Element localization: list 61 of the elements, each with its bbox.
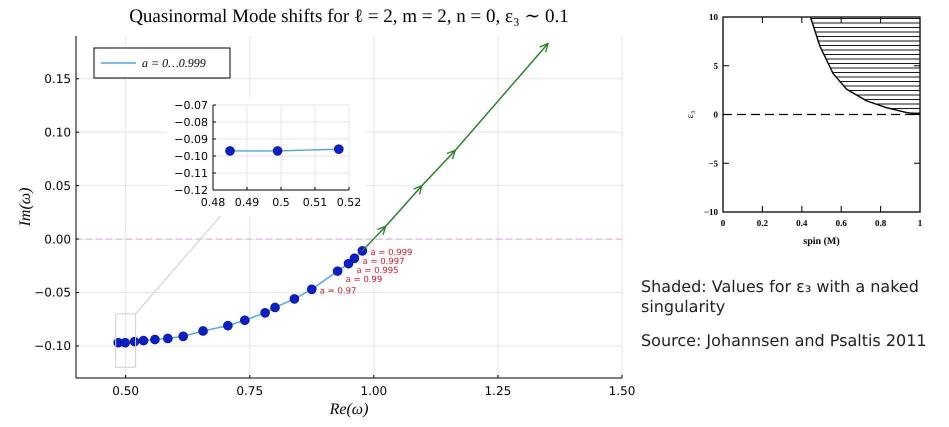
chart-title: Quasinormal Mode shifts for ℓ = 2, m = 2, n = 0, ε₃ ∼ 0.1 — [129, 6, 569, 27]
y-tick-label: −0.08 — [174, 116, 208, 129]
x-tick-label: 1.00 — [360, 384, 388, 398]
x-axis-title: Re(ω) — [328, 401, 368, 418]
point — [344, 258, 354, 268]
y-tick-label: −10 — [704, 207, 718, 218]
y-tick-label: 5 — [714, 60, 718, 71]
point — [120, 338, 130, 348]
y-tick-label: 0 — [714, 110, 718, 120]
annotation: a = 0.999 — [370, 248, 412, 258]
x-tick-label: 0.5 — [272, 196, 290, 209]
x-tick-label: 1.50 — [608, 384, 636, 398]
y-axis-title: Im(ω) — [17, 188, 34, 228]
point — [350, 254, 360, 264]
x-tick-label: 0.52 — [336, 196, 362, 209]
x-tick-label: 1 — [918, 218, 923, 228]
point — [163, 334, 173, 344]
point — [138, 336, 148, 346]
point — [260, 308, 270, 318]
y-axis-title: ε₃ — [685, 110, 696, 118]
y-tick-label: −0.05 — [34, 286, 71, 300]
y-tick-label: −0.07 — [174, 98, 208, 112]
point — [198, 326, 208, 336]
point — [270, 302, 280, 312]
text: Shaded: Values for ε₃ with a naked singularity — [641, 277, 919, 316]
y-tick-label: −0.10 — [34, 339, 71, 354]
point — [240, 315, 250, 326]
point — [332, 266, 342, 276]
x-tick-label: 0 — [720, 218, 726, 228]
y-tick-label: −0.12 — [174, 184, 208, 197]
x-axis-title: spin (M) — [803, 236, 840, 247]
annotation: a = 0.995 — [356, 266, 399, 276]
x-tick-label: 0.50 — [112, 384, 139, 398]
source-note: Source: Johannsen and Psaltis 2011 — [641, 331, 927, 350]
x-tick-label: 0.48 — [200, 196, 226, 209]
point — [223, 320, 233, 330]
point — [150, 334, 160, 344]
x-tick-label: 0.51 — [302, 196, 328, 209]
y-tick-label: −0.10 — [174, 150, 208, 163]
y-tick-label: −0.11 — [174, 166, 208, 180]
x-tick-label: 0.2 — [756, 218, 769, 228]
y-tick-label: −0.09 — [174, 132, 208, 146]
legend-label: a = 0…0.999 — [142, 56, 206, 70]
y-tick-label: 0.00 — [44, 232, 71, 246]
point — [290, 294, 300, 304]
x-tick-label: 1.25 — [484, 384, 512, 398]
point — [178, 332, 188, 342]
annotation: a = 0.997 — [362, 256, 405, 267]
y-tick-label: 0.15 — [44, 72, 71, 86]
y-tick-label: 0.10 — [44, 125, 71, 140]
x-tick-label: 0.8 — [874, 218, 887, 228]
x-tick-label: 0.75 — [236, 384, 264, 398]
x-tick-label: 0.6 — [836, 218, 848, 228]
annotation: a = 0.99 — [346, 274, 382, 285]
y-tick-label: 0.05 — [44, 178, 71, 193]
x-tick-label: 0.4 — [796, 218, 808, 228]
y-tick-label: 10 — [709, 12, 718, 22]
y-tick-label: −5 — [708, 158, 718, 168]
x-tick-label: 0.49 — [234, 196, 260, 209]
point — [306, 284, 317, 294]
annotation: a = 0.97 — [320, 286, 356, 296]
